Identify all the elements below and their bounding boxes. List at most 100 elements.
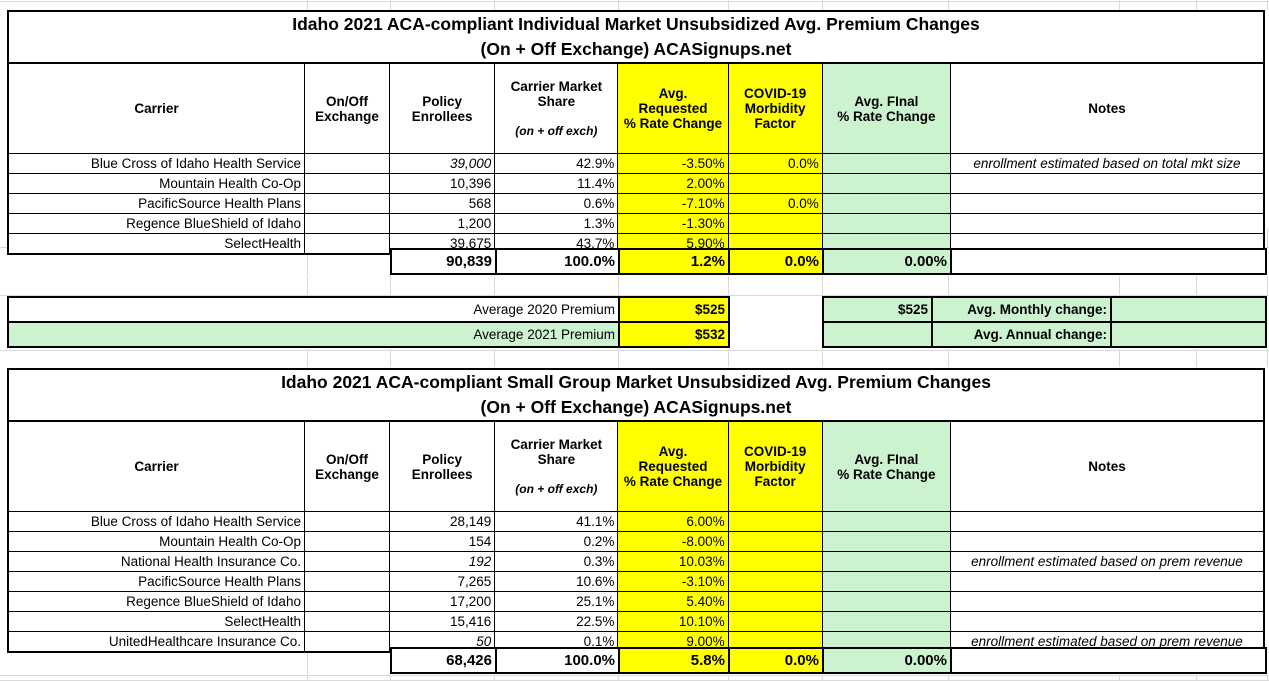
avg-annual-change-label[interactable]: Avg. Annual change: [931, 321, 1112, 348]
total-requested[interactable]: 1.2% [618, 248, 730, 275]
cell-covid[interactable] [727, 213, 823, 234]
cell-enrollees[interactable]: 17,200 [389, 591, 496, 612]
total-requested[interactable]: 5.8% [618, 647, 730, 674]
total-enrollees[interactable]: 90,839 [390, 248, 497, 275]
cell-requested[interactable]: -8.00% [617, 531, 729, 552]
avg-2021-premium-label[interactable]: Average 2021 Premium [7, 321, 620, 348]
cell-carrier[interactable]: SelectHealth [7, 233, 305, 255]
avg-annual-change-value[interactable] [1110, 321, 1267, 348]
total-covid[interactable]: 0.0% [728, 248, 824, 275]
cell-covid[interactable] [727, 611, 823, 632]
col-header-carrier[interactable]: Carrier [7, 62, 305, 154]
cell-carrier[interactable]: Mountain Health Co-Op [7, 531, 305, 552]
cell-final[interactable] [821, 511, 951, 532]
cell-requested[interactable]: 5.40% [617, 591, 729, 612]
cell-carrier[interactable]: National Health Insurance Co. [7, 551, 305, 572]
cell-exchange[interactable] [303, 631, 391, 653]
avg-monthly-change-value[interactable] [1110, 296, 1267, 323]
col-header-carrier[interactable]: Carrier [7, 420, 305, 512]
cell-covid[interactable] [727, 571, 823, 592]
cell-final[interactable] [821, 193, 951, 214]
cell-exchange[interactable] [303, 173, 391, 194]
cell-final[interactable] [821, 531, 951, 552]
cell-covid[interactable] [727, 511, 823, 532]
cell-share[interactable]: 41.1% [494, 511, 619, 532]
cell-enrollees[interactable]: 192 [389, 551, 496, 572]
cell-requested[interactable]: -7.10% [617, 193, 729, 214]
individual-market-title-cell[interactable]: Idaho 2021 ACA-compliant Individual Mark… [7, 10, 1265, 64]
avg-2020-premium-label[interactable]: Average 2020 Premium [7, 296, 620, 323]
cell-exchange[interactable] [303, 213, 391, 234]
cell-exchange[interactable] [303, 531, 391, 552]
cell-carrier[interactable]: Blue Cross of Idaho Health Service [7, 511, 305, 532]
total-final[interactable]: 0.00% [822, 248, 952, 275]
total-enrollees[interactable]: 68,426 [390, 647, 497, 674]
avg-2020-premium-value[interactable]: $525 [618, 296, 730, 323]
col-header-exchange[interactable]: On/Off Exchange [303, 420, 391, 512]
avg-premium-blank-cell[interactable] [822, 321, 933, 348]
cell-share[interactable]: 11.4% [494, 173, 619, 194]
cell-notes[interactable] [949, 173, 1265, 194]
cell-enrollees[interactable]: 7,265 [389, 571, 496, 592]
cell-carrier[interactable]: SelectHealth [7, 611, 305, 632]
cell-notes[interactable] [949, 531, 1265, 552]
cell-final[interactable] [821, 611, 951, 632]
cell-requested[interactable]: -1.30% [617, 213, 729, 234]
cell-covid[interactable]: 0.0% [727, 193, 823, 214]
col-header-requested[interactable]: Avg. Requested % Rate Change [617, 420, 729, 512]
total-covid[interactable]: 0.0% [728, 647, 824, 674]
cell-notes[interactable] [949, 571, 1265, 592]
cell-exchange[interactable] [303, 571, 391, 592]
cell-exchange[interactable] [303, 551, 391, 572]
cell-share[interactable]: 0.3% [494, 551, 619, 572]
cell-carrier[interactable]: Blue Cross of Idaho Health Service [7, 153, 305, 174]
col-header-market-share[interactable]: Carrier Market Share (on + off exch) [494, 420, 619, 512]
cell-covid[interactable] [727, 591, 823, 612]
cell-enrollees[interactable]: 154 [389, 531, 496, 552]
cell-carrier[interactable]: Mountain Health Co-Op [7, 173, 305, 194]
cell-notes[interactable] [949, 213, 1265, 234]
cell-final[interactable] [821, 551, 951, 572]
cell-requested[interactable]: 10.03% [617, 551, 729, 572]
col-header-market-share[interactable]: Carrier Market Share (on + off exch) [494, 62, 619, 154]
cell-share[interactable]: 0.6% [494, 193, 619, 214]
cell-notes[interactable]: enrollment estimated based on total mkt … [949, 153, 1265, 174]
cell-share[interactable]: 0.2% [494, 531, 619, 552]
avg-monthly-change-label[interactable]: Avg. Monthly change: [931, 296, 1112, 323]
cell-carrier[interactable]: PacificSource Health Plans [7, 193, 305, 214]
col-header-notes[interactable]: Notes [949, 420, 1265, 512]
cell-enrollees[interactable]: 1,200 [389, 213, 496, 234]
total-share[interactable]: 100.0% [495, 248, 620, 275]
cell-enrollees[interactable]: 28,149 [389, 511, 496, 532]
cell-carrier[interactable]: Regence BlueShield of Idaho [7, 591, 305, 612]
cell-exchange[interactable] [303, 591, 391, 612]
avg-premium-repeat-value[interactable]: $525 [822, 296, 933, 323]
col-header-final[interactable]: Avg. FInal % Rate Change [821, 62, 951, 154]
cell-enrollees[interactable]: 39,000 [389, 153, 496, 174]
small-group-title-cell[interactable]: Idaho 2021 ACA-compliant Small Group Mar… [7, 368, 1265, 422]
total-share[interactable]: 100.0% [495, 647, 620, 674]
cell-final[interactable] [821, 213, 951, 234]
cell-share[interactable]: 42.9% [494, 153, 619, 174]
col-header-covid[interactable]: COVID-19 Morbidity Factor [727, 62, 823, 154]
cell-share[interactable]: 1.3% [494, 213, 619, 234]
cell-notes[interactable] [949, 511, 1265, 532]
cell-enrollees[interactable]: 10,396 [389, 173, 496, 194]
cell-notes[interactable]: enrollment estimated based on prem reven… [949, 551, 1265, 572]
cell-carrier[interactable]: Regence BlueShield of Idaho [7, 213, 305, 234]
cell-requested[interactable]: 2.00% [617, 173, 729, 194]
cell-covid[interactable]: 0.0% [727, 153, 823, 174]
cell-exchange[interactable] [303, 233, 391, 255]
cell-share[interactable]: 25.1% [494, 591, 619, 612]
total-notes[interactable] [950, 647, 1267, 674]
cell-exchange[interactable] [303, 153, 391, 174]
cell-notes[interactable] [949, 591, 1265, 612]
cell-notes[interactable] [949, 193, 1265, 214]
cell-share[interactable]: 10.6% [494, 571, 619, 592]
col-header-enrollees[interactable]: Policy Enrollees [389, 420, 496, 512]
total-notes[interactable] [950, 248, 1267, 275]
cell-notes[interactable] [949, 611, 1265, 632]
cell-share[interactable]: 22.5% [494, 611, 619, 632]
cell-enrollees[interactable]: 15,416 [389, 611, 496, 632]
cell-covid[interactable] [727, 173, 823, 194]
